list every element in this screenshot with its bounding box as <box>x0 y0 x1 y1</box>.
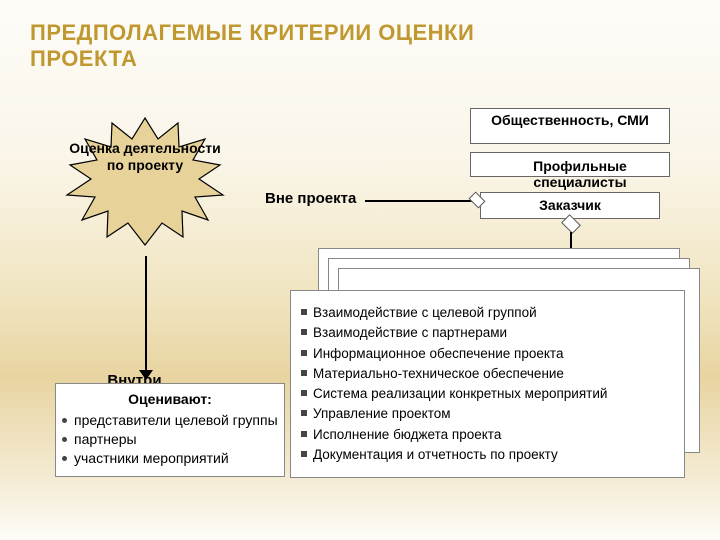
connector-v1 <box>145 256 147 371</box>
criteria-item: Материально-техническое обеспечение <box>299 364 676 384</box>
bullet-icon <box>301 350 307 356</box>
connector-h1 <box>365 200 475 202</box>
page-title: ПРЕДПОЛАГЕМЫЕ КРИТЕРИИ ОЦЕНКИ ПРОЕКТА <box>30 20 530 72</box>
dot-icon <box>62 418 67 423</box>
evaluator-item: участники мероприятий <box>60 449 280 468</box>
evaluator-text: представители целевой группы <box>74 412 278 428</box>
bullet-icon <box>301 451 307 457</box>
starburst-shape <box>60 115 230 255</box>
bullet-icon <box>301 370 307 376</box>
external-box-specialists-label: Профильные специалисты <box>490 158 670 190</box>
dot-icon <box>62 437 67 442</box>
evaluator-text: участники мероприятий <box>74 450 229 466</box>
criteria-item: Взаимодействие с партнерами <box>299 323 676 343</box>
criteria-text: Материально-техническое обеспечение <box>313 364 564 384</box>
dot-icon <box>62 456 67 461</box>
criteria-item: Документация и отчетность по проекту <box>299 445 676 465</box>
criteria-box: Взаимодействие с целевой группой Взаимод… <box>290 290 685 478</box>
external-label: Вне проекта <box>265 190 356 207</box>
evaluator-item: представители целевой группы <box>60 411 280 430</box>
evaluator-text: партнеры <box>74 431 137 447</box>
criteria-text: Документация и отчетность по проекту <box>313 445 558 465</box>
criteria-item: Система реализации конкретных мероприяти… <box>299 384 676 404</box>
evaluator-item: партнеры <box>60 430 280 449</box>
evaluators-box: Оценивают: представители целевой группы … <box>55 383 285 477</box>
criteria-item: Управление проектом <box>299 404 676 424</box>
criteria-text: Исполнение бюджета проекта <box>313 425 501 445</box>
bullet-icon <box>301 410 307 416</box>
criteria-text: Система реализации конкретных мероприяти… <box>313 384 607 404</box>
criteria-text: Управление проектом <box>313 404 451 424</box>
bullet-icon <box>301 329 307 335</box>
evaluators-header: Оценивают: <box>60 390 280 409</box>
criteria-item: Исполнение бюджета проекта <box>299 425 676 445</box>
external-box-public: Общественность, СМИ <box>470 108 670 144</box>
bullet-icon <box>301 431 307 437</box>
criteria-text: Информационное обеспечение проекта <box>313 344 563 364</box>
bullet-icon <box>301 309 307 315</box>
star-label: Оценка деятельности по проекту <box>60 140 230 174</box>
criteria-item: Взаимодействие с целевой группой <box>299 303 676 323</box>
bullet-icon <box>301 390 307 396</box>
criteria-item: Информационное обеспечение проекта <box>299 344 676 364</box>
criteria-text: Взаимодействие с целевой группой <box>313 303 537 323</box>
criteria-text: Взаимодействие с партнерами <box>313 323 507 343</box>
